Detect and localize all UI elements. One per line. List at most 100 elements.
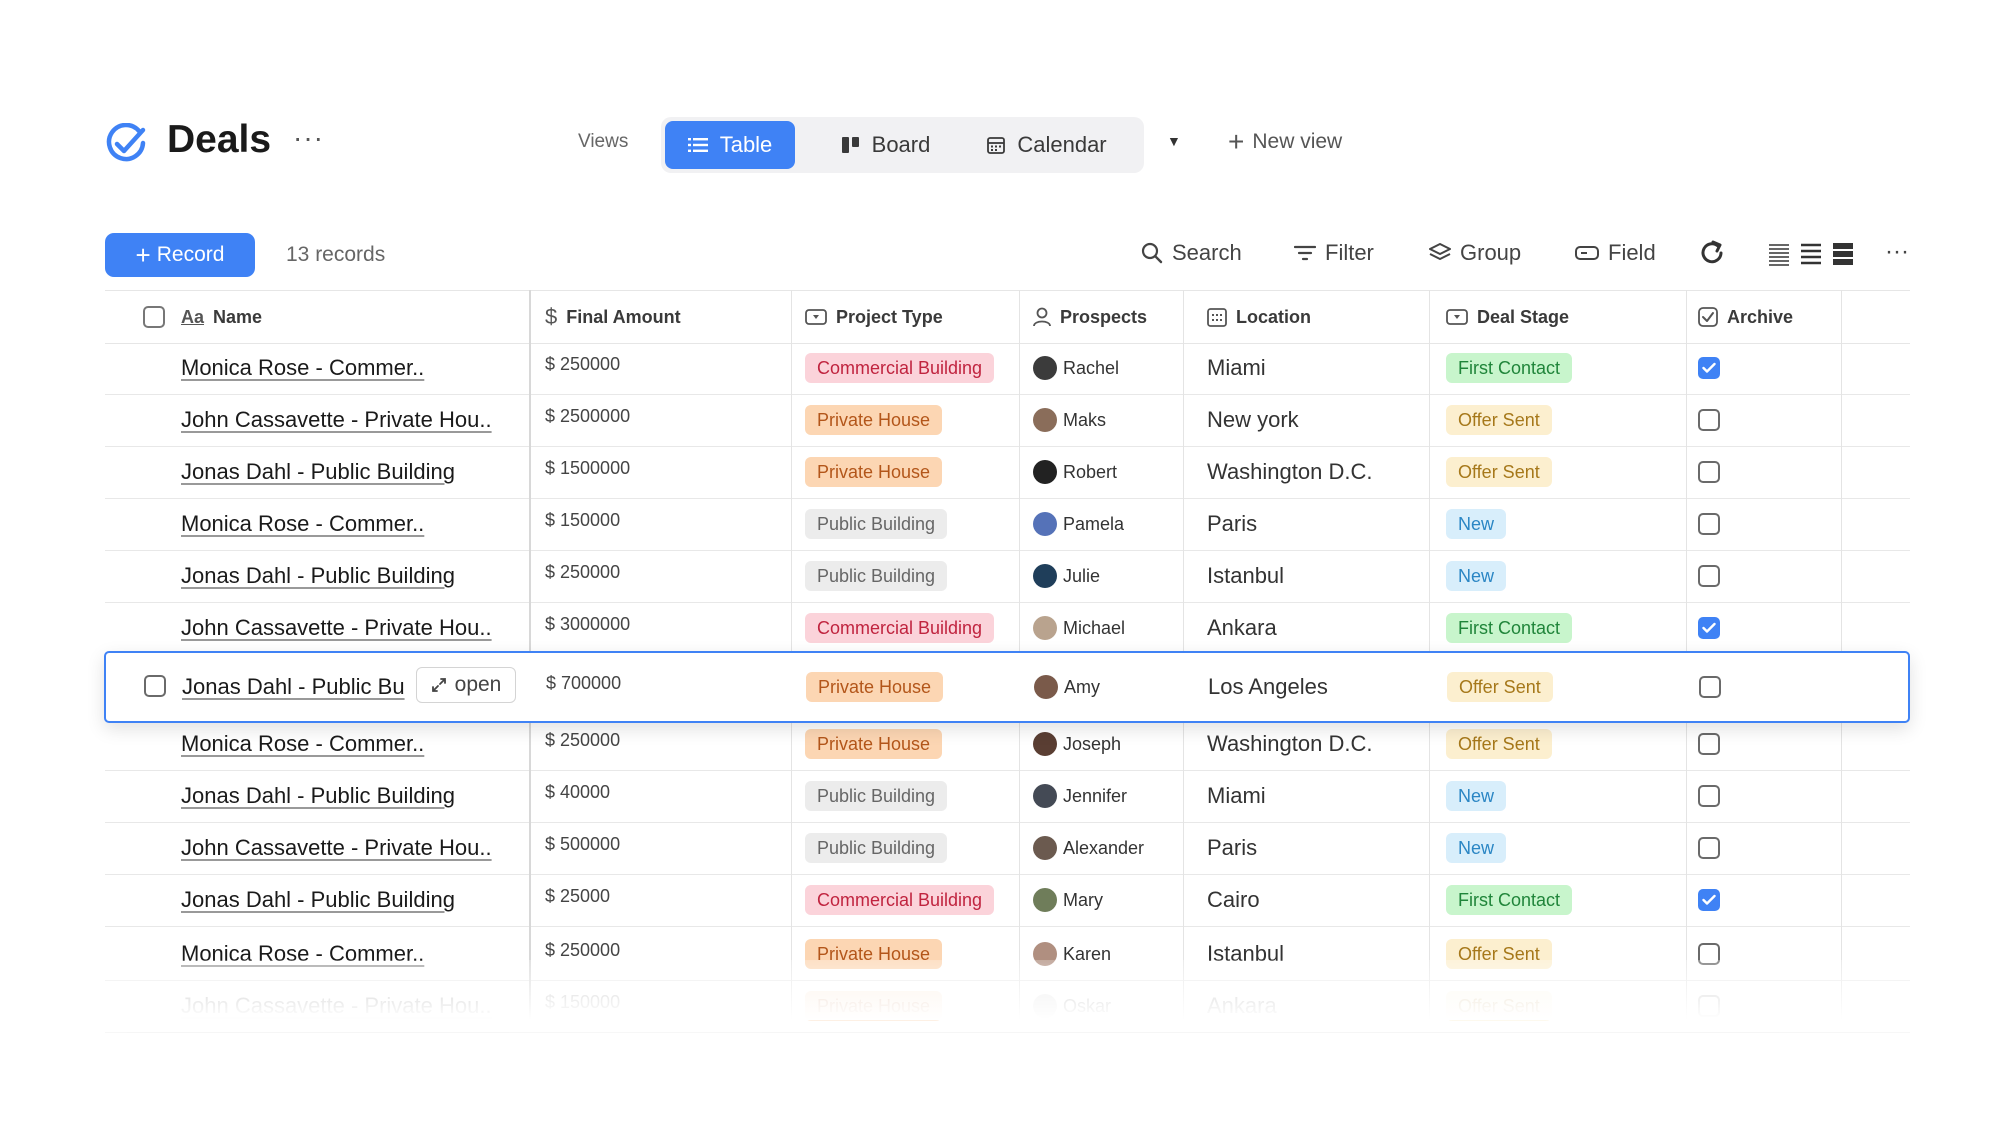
column-prospects[interactable]: Prospects bbox=[1033, 291, 1147, 343]
deal-stage-cell[interactable]: New bbox=[1446, 550, 1507, 602]
prospect-name: Karen bbox=[1063, 943, 1112, 964]
prospect-cell[interactable]: Alexander bbox=[1033, 822, 1144, 874]
project-type-cell[interactable]: Public Building bbox=[805, 770, 948, 822]
deal-stage-cell[interactable]: First Contact bbox=[1446, 874, 1573, 926]
prospect-cell[interactable]: Maks bbox=[1033, 394, 1106, 446]
add-record-button[interactable]: + Record bbox=[105, 233, 255, 277]
row-height-small-icon[interactable] bbox=[1767, 242, 1791, 266]
new-view-button[interactable]: + New view bbox=[1228, 128, 1342, 156]
deal-stage-cell[interactable]: First Contact bbox=[1446, 602, 1573, 654]
deal-stage-cell[interactable]: Offer Sent bbox=[1446, 394, 1552, 446]
archive-checkbox[interactable] bbox=[1698, 513, 1720, 535]
group-button[interactable]: Group bbox=[1429, 240, 1521, 266]
open-record-button[interactable]: open bbox=[416, 667, 516, 703]
archive-checkbox[interactable] bbox=[1698, 461, 1720, 483]
project-type-tag: Private House bbox=[805, 457, 943, 487]
prospect-cell[interactable]: Julie bbox=[1033, 550, 1100, 602]
tab-board[interactable]: Board bbox=[821, 121, 951, 169]
views-dropdown-icon[interactable]: ▼ bbox=[1167, 133, 1181, 149]
prospect-cell[interactable]: Jennifer bbox=[1033, 770, 1127, 822]
row-height-medium-icon[interactable] bbox=[1799, 242, 1823, 266]
tab-calendar[interactable]: Calendar bbox=[967, 121, 1127, 169]
field-button[interactable]: Field bbox=[1575, 240, 1656, 266]
record-name-link[interactable]: Jonas Dahl - Public Building bbox=[181, 563, 455, 588]
prospect-cell[interactable]: Amy bbox=[1034, 661, 1100, 713]
record-name-link[interactable]: Monica Rose - Commer.. bbox=[181, 355, 425, 380]
column-final-amount[interactable]: $ Final Amount bbox=[545, 291, 681, 343]
deal-stage-cell[interactable]: Offer Sent bbox=[1446, 446, 1552, 498]
project-type-cell[interactable]: Commercial Building bbox=[805, 874, 995, 926]
project-type-cell[interactable]: Public Building bbox=[805, 498, 948, 550]
row-select-checkbox[interactable] bbox=[144, 675, 166, 697]
archive-cell bbox=[1698, 342, 1720, 394]
column-archive[interactable]: Archive bbox=[1698, 291, 1793, 343]
filter-button[interactable]: Filter bbox=[1294, 240, 1374, 266]
table-row[interactable]: Jonas Dahl - Public Bu open $ 700000 Privat… bbox=[104, 651, 1910, 723]
more-options-button[interactable]: ··· bbox=[1885, 238, 1909, 265]
table-row[interactable]: Jonas Dahl - Public Building $ 25000 Comme… bbox=[105, 874, 1910, 927]
column-deal-stage[interactable]: Deal Stage bbox=[1446, 291, 1569, 343]
record-name-link[interactable]: Jonas Dahl - Public Bu bbox=[182, 674, 405, 699]
column-project-type[interactable]: Project Type bbox=[805, 291, 943, 343]
deal-stage-cell[interactable]: New bbox=[1446, 498, 1507, 550]
column-project-type-label: Project Type bbox=[836, 306, 943, 327]
final-amount-cell: $ 150000 bbox=[545, 510, 621, 530]
prospect-cell[interactable]: Joseph bbox=[1033, 718, 1121, 770]
archive-checkbox[interactable] bbox=[1699, 676, 1721, 698]
archive-checkbox[interactable] bbox=[1698, 837, 1720, 859]
prospect-cell[interactable]: Pamela bbox=[1033, 498, 1124, 550]
search-button[interactable]: Search bbox=[1141, 240, 1242, 266]
column-name[interactable]: Aa Name bbox=[181, 291, 262, 343]
prospect-cell[interactable]: Robert bbox=[1033, 446, 1117, 498]
archive-checkbox[interactable] bbox=[1698, 617, 1720, 639]
archive-checkbox[interactable] bbox=[1698, 357, 1720, 379]
tab-table[interactable]: Table bbox=[665, 121, 795, 169]
refresh-icon[interactable] bbox=[1698, 239, 1726, 267]
table-row[interactable]: John Cassavette - Private Hou.. $ 2500000… bbox=[105, 394, 1910, 447]
select-all-checkbox[interactable] bbox=[143, 291, 165, 343]
deal-stage-tag: Offer Sent bbox=[1446, 729, 1552, 759]
archive-checkbox[interactable] bbox=[1698, 565, 1720, 587]
prospect-name: Mary bbox=[1063, 889, 1103, 910]
project-type-cell[interactable]: Commercial Building bbox=[805, 602, 995, 654]
column-location[interactable]: Location bbox=[1207, 291, 1311, 343]
record-name-link[interactable]: Jonas Dahl - Public Building bbox=[181, 887, 455, 912]
project-type-cell[interactable]: Private House bbox=[805, 446, 943, 498]
record-name-link[interactable]: Jonas Dahl - Public Building bbox=[181, 783, 455, 808]
prospect-cell[interactable]: Mary bbox=[1033, 874, 1103, 926]
deal-stage-cell[interactable]: Offer Sent bbox=[1447, 661, 1553, 713]
row-height-large-icon[interactable] bbox=[1831, 242, 1855, 266]
record-name-link[interactable]: John Cassavette - Private Hou.. bbox=[181, 615, 492, 640]
deal-stage-cell[interactable]: New bbox=[1446, 770, 1507, 822]
deal-stage-cell[interactable]: New bbox=[1446, 822, 1507, 874]
deal-stage-cell[interactable]: First Contact bbox=[1446, 342, 1573, 394]
record-name-link[interactable]: John Cassavette - Private Hou.. bbox=[181, 407, 492, 432]
table-row[interactable]: Monica Rose - Commer.. $ 250000 Private Ho… bbox=[105, 718, 1910, 771]
prospect-cell[interactable]: Rachel bbox=[1033, 342, 1119, 394]
title-more-button[interactable]: ··· bbox=[293, 122, 324, 153]
record-name-link[interactable]: Monica Rose - Commer.. bbox=[181, 511, 425, 536]
project-type-cell[interactable]: Private House bbox=[805, 718, 943, 770]
project-type-cell[interactable]: Commercial Building bbox=[805, 342, 995, 394]
project-type-cell[interactable]: Public Building bbox=[805, 822, 948, 874]
table-row[interactable]: Monica Rose - Commer.. $ 250000 Commercial… bbox=[105, 342, 1910, 395]
record-name-link[interactable]: Monica Rose - Commer.. bbox=[181, 731, 425, 756]
views-switcher: Table Board Calendar bbox=[661, 117, 1144, 173]
table-row[interactable]: Jonas Dahl - Public Building $ 1500000 Pri… bbox=[105, 446, 1910, 499]
archive-checkbox[interactable] bbox=[1698, 889, 1720, 911]
record-name-link[interactable]: John Cassavette - Private Hou.. bbox=[181, 835, 492, 860]
archive-checkbox[interactable] bbox=[1698, 733, 1720, 755]
table-row[interactable]: Jonas Dahl - Public Building $ 250000 Publ… bbox=[105, 550, 1910, 603]
project-type-cell[interactable]: Public Building bbox=[805, 550, 948, 602]
project-type-cell[interactable]: Private House bbox=[805, 394, 943, 446]
record-name-link[interactable]: Jonas Dahl - Public Building bbox=[181, 459, 455, 484]
table-row[interactable]: Jonas Dahl - Public Building $ 40000 Publi… bbox=[105, 770, 1910, 823]
archive-checkbox[interactable] bbox=[1698, 785, 1720, 807]
prospect-cell[interactable]: Michael bbox=[1033, 602, 1125, 654]
project-type-cell[interactable]: Private House bbox=[806, 661, 944, 713]
table-row[interactable]: Monica Rose - Commer.. $ 150000 Public Bui… bbox=[105, 498, 1910, 551]
deal-stage-cell[interactable]: Offer Sent bbox=[1446, 718, 1552, 770]
archive-checkbox[interactable] bbox=[1698, 409, 1720, 431]
table-row[interactable]: John Cassavette - Private Hou.. $ 500000 P… bbox=[105, 822, 1910, 875]
table-row[interactable]: John Cassavette - Private Hou.. $ 3000000… bbox=[105, 602, 1910, 655]
